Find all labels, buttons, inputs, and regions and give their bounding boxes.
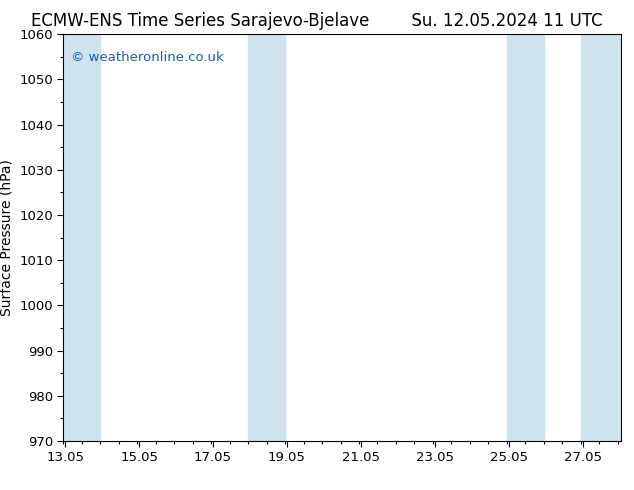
Text: © weatheronline.co.uk: © weatheronline.co.uk — [70, 50, 223, 64]
Title: ECMW-ENS Time Series Sarajevo-Bjelave      Su. 12.05.2024 11 UTC: ECMW-ENS Time Series Sarajevo-Bjelave Su… — [0, 489, 1, 490]
Bar — [63, 34, 100, 441]
Bar — [581, 34, 621, 441]
Bar — [248, 34, 285, 441]
Bar — [507, 34, 544, 441]
Text: ECMW-ENS Time Series Sarajevo-Bjelave        Su. 12.05.2024 11 UTC: ECMW-ENS Time Series Sarajevo-Bjelave Su… — [31, 12, 603, 30]
Y-axis label: Surface Pressure (hPa): Surface Pressure (hPa) — [0, 159, 14, 316]
